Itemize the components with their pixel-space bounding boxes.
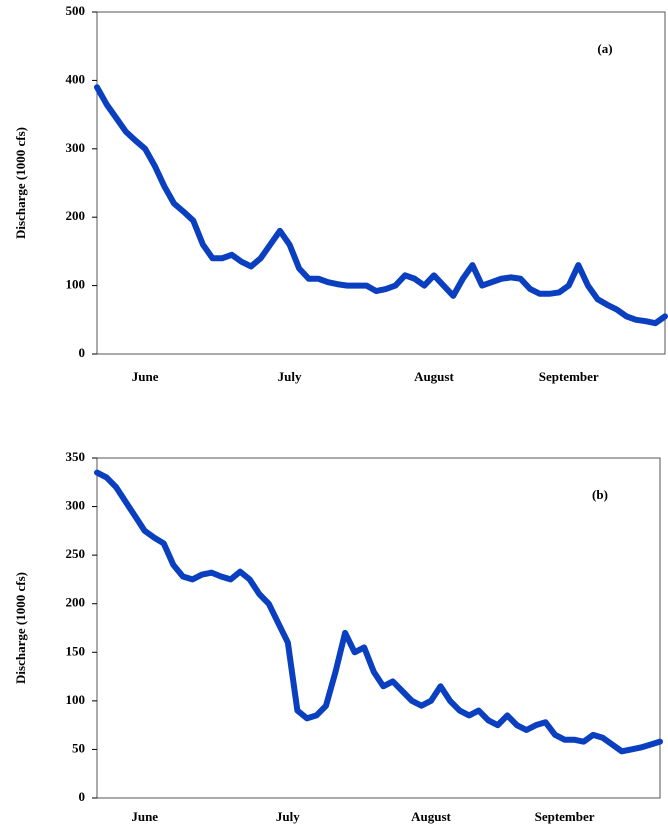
x-tick-label: September <box>535 809 595 824</box>
x-tick-label: September <box>539 369 599 384</box>
y-tick-label: 350 <box>66 449 86 464</box>
y-axis-label: Discharge (1000 cfs) <box>13 127 28 239</box>
x-tick-label: July <box>276 809 300 824</box>
panel-label: (a) <box>597 41 612 56</box>
y-tick-label: 300 <box>66 498 86 513</box>
y-tick-label: 200 <box>66 595 86 610</box>
plot-frame <box>96 457 661 799</box>
y-tick-label: 0 <box>79 345 86 360</box>
y-tick-label: 400 <box>66 71 86 86</box>
data-line <box>94 469 663 755</box>
y-tick-label: 0 <box>79 789 86 804</box>
y-tick-label: 200 <box>66 208 86 223</box>
y-axis-label: Discharge (1000 cfs) <box>13 572 28 684</box>
y-tick-label: 250 <box>66 546 86 561</box>
data-line <box>94 84 668 327</box>
x-tick-label: July <box>278 369 302 384</box>
y-tick-label: 150 <box>66 643 86 658</box>
x-tick-label: June <box>132 369 159 384</box>
y-tick-label: 500 <box>66 3 86 18</box>
x-tick-label: June <box>131 809 158 824</box>
x-tick-label: August <box>411 809 451 824</box>
x-tick-label: August <box>414 369 454 384</box>
y-tick-label: 100 <box>66 277 86 292</box>
y-tick-label: 50 <box>72 740 85 755</box>
y-tick-label: 100 <box>66 692 86 707</box>
panel-label: (b) <box>592 487 608 502</box>
y-tick-label: 300 <box>66 140 86 155</box>
plot-frame <box>96 11 666 355</box>
